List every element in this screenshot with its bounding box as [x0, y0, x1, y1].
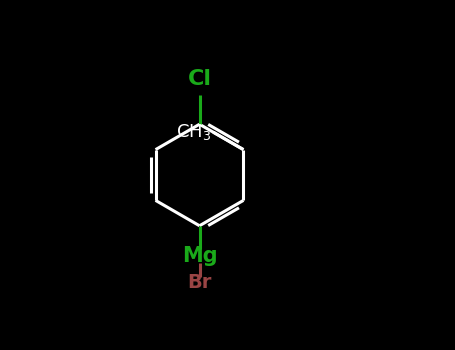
Text: Br: Br	[187, 273, 212, 292]
Text: CH$_3$: CH$_3$	[176, 122, 212, 142]
Text: Mg: Mg	[182, 245, 217, 266]
Text: Cl: Cl	[187, 69, 212, 89]
